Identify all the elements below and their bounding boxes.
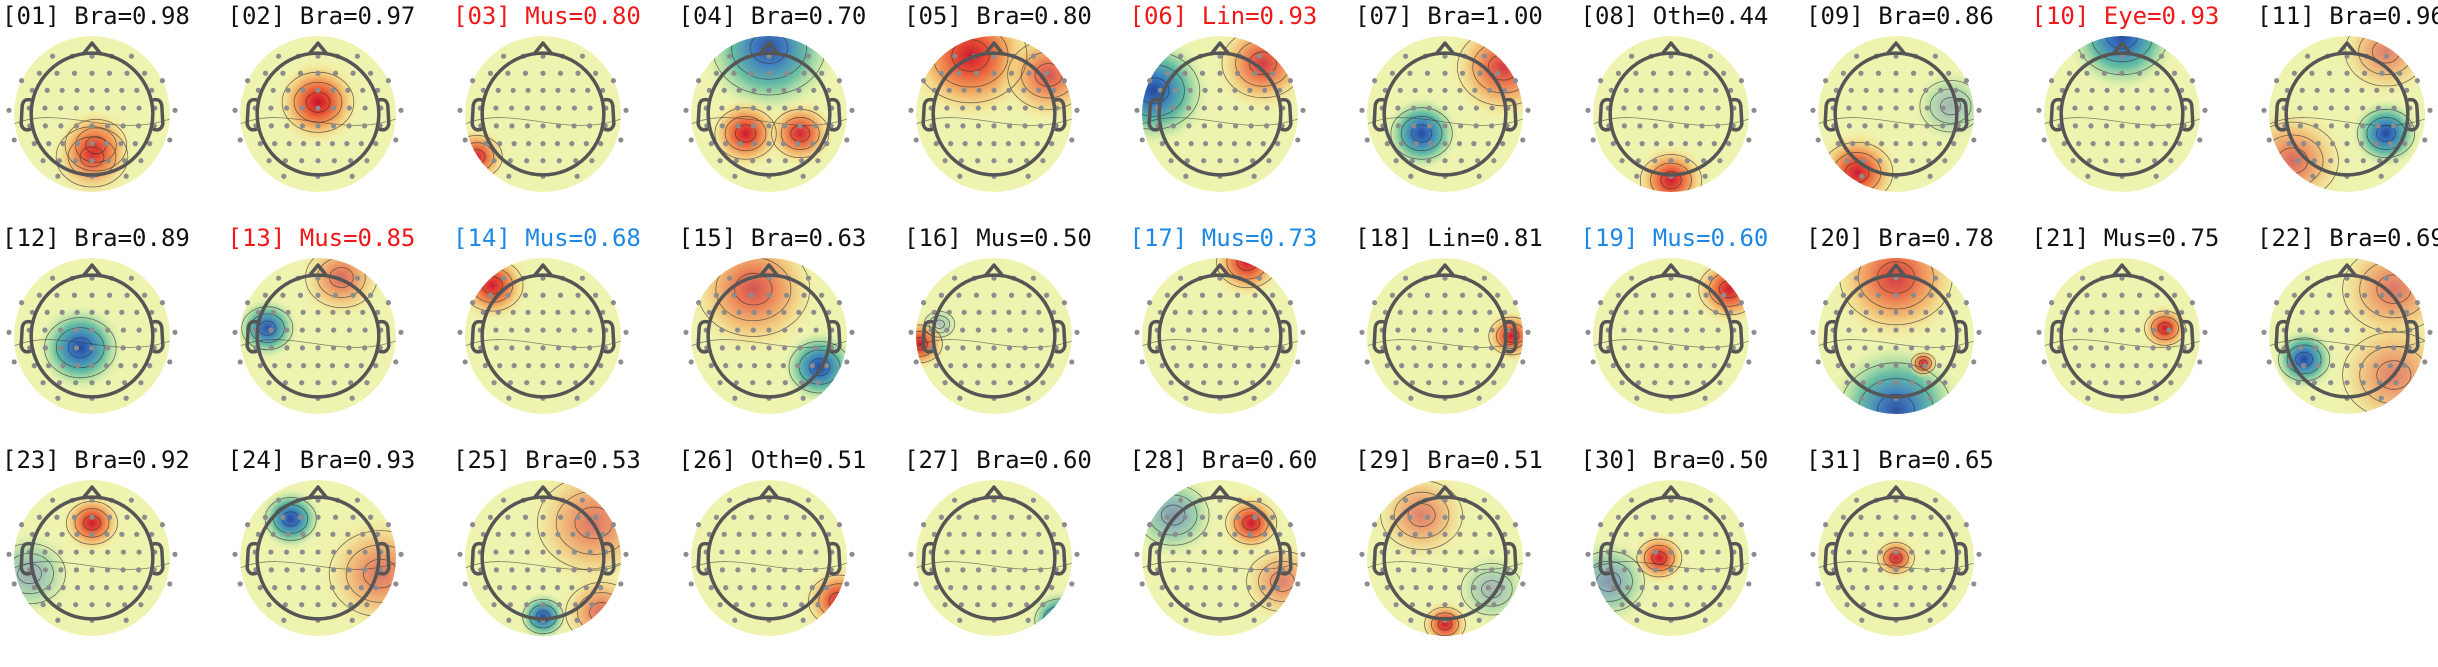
component-13: [13] Mus=0.85 (228, 224, 453, 424)
component-label: [22] Bra=0.69 (2257, 224, 2438, 252)
component-label: [13] Mus=0.85 (227, 224, 416, 252)
component-15: [15] Bra=0.63 (679, 224, 904, 424)
topomap-head (2035, 258, 2208, 414)
component-10: [10] Eye=0.93 (2032, 2, 2257, 202)
topomap-head (1584, 258, 1757, 414)
topomap-head (1359, 480, 1531, 636)
component-label: [04] Bra=0.70 (678, 2, 867, 30)
component-29: [29] Bra=0.51 (1355, 446, 1580, 646)
topomap-head (1359, 36, 1531, 192)
component-label: [05] Bra=0.80 (904, 2, 1092, 30)
component-label: [30] Bra=0.50 (1580, 446, 1769, 474)
topomap-head (1133, 36, 1306, 192)
component-label: [12] Bra=0.89 (2, 224, 190, 252)
component-20: [20] Bra=0.78 (1806, 224, 2031, 424)
component-label: [24] Bra=0.93 (227, 446, 416, 474)
topomap-head (457, 36, 629, 192)
component-label: [11] Bra=0.96 (2257, 2, 2438, 30)
topomap-head (6, 36, 178, 192)
component-label: [19] Mus=0.60 (1580, 224, 1769, 252)
topomap-head (1584, 36, 1757, 192)
component-23: [23] Bra=0.92 (2, 446, 227, 646)
component-12: [12] Bra=0.89 (2, 224, 227, 424)
topomap-head (457, 480, 629, 636)
topomap-head (908, 36, 1080, 192)
topomap-head (908, 258, 1080, 414)
component-21: [21] Mus=0.75 (2032, 224, 2257, 424)
topomap-head (1810, 480, 1982, 636)
component-label: [10] Eye=0.93 (2031, 2, 2220, 30)
component-26: [26] Oth=0.51 (679, 446, 904, 646)
component-17: [17] Mus=0.73 (1130, 224, 1355, 424)
component-19: [19] Mus=0.60 (1581, 224, 1806, 424)
topomap-head (1584, 480, 1757, 636)
topomap-head (682, 258, 855, 414)
component-label: [25] Bra=0.53 (453, 446, 641, 474)
component-06: [06] Lin=0.93 (1130, 2, 1355, 202)
component-label: [31] Bra=0.65 (1806, 446, 1994, 474)
component-label: [28] Bra=0.60 (1129, 446, 1318, 474)
component-11: [11] Bra=0.96 (2257, 2, 2438, 202)
topomap-head (1359, 258, 1531, 414)
component-30: [30] Bra=0.50 (1581, 446, 1806, 646)
component-label: [26] Oth=0.51 (678, 446, 867, 474)
topomap-head (231, 480, 404, 636)
component-label: [29] Bra=0.51 (1355, 446, 1543, 474)
component-label: [20] Bra=0.78 (1806, 224, 1994, 252)
component-label: [06] Lin=0.93 (1129, 2, 1318, 30)
component-16: [16] Mus=0.50 (904, 224, 1129, 424)
topomap-head (1133, 480, 1306, 636)
topomap-head (1810, 36, 1982, 192)
component-03: [03] Mus=0.80 (453, 2, 678, 202)
component-05: [05] Bra=0.80 (904, 2, 1129, 202)
topomap-head (1810, 258, 1982, 414)
topomap-head (2261, 36, 2433, 192)
component-label: [02] Bra=0.97 (227, 2, 416, 30)
component-label: [15] Bra=0.63 (678, 224, 867, 252)
component-31: [31] Bra=0.65 (1806, 446, 2031, 646)
topomap-head (682, 480, 855, 636)
component-label: [27] Bra=0.60 (904, 446, 1092, 474)
topomap-head (682, 36, 855, 192)
component-04: [04] Bra=0.70 (679, 2, 904, 202)
topomap-head (1133, 258, 1306, 414)
topomap-head (6, 480, 178, 636)
component-01: [01] Bra=0.98 (2, 2, 227, 202)
component-label: [21] Mus=0.75 (2031, 224, 2220, 252)
component-08: [08] Oth=0.44 (1581, 2, 1806, 202)
component-label: [01] Bra=0.98 (2, 2, 190, 30)
topomap-head (457, 258, 629, 414)
component-14: [14] Mus=0.68 (453, 224, 678, 424)
topomap-head (908, 480, 1080, 636)
component-24: [24] Bra=0.93 (228, 446, 453, 646)
component-label: [03] Mus=0.80 (453, 2, 641, 30)
component-22: [22] Bra=0.69 (2257, 224, 2438, 424)
component-label: [08] Oth=0.44 (1580, 2, 1769, 30)
component-02: [02] Bra=0.97 (228, 2, 453, 202)
component-label: [17] Mus=0.73 (1129, 224, 1318, 252)
component-label: [18] Lin=0.81 (1355, 224, 1543, 252)
topomap-head (6, 258, 178, 414)
component-27: [27] Bra=0.60 (904, 446, 1129, 646)
topomap-head (2261, 258, 2433, 414)
topomap-head (2035, 36, 2208, 192)
topomap-head (231, 36, 404, 192)
component-28: [28] Bra=0.60 (1130, 446, 1355, 646)
component-label: [16] Mus=0.50 (904, 224, 1092, 252)
component-25: [25] Bra=0.53 (453, 446, 678, 646)
component-18: [18] Lin=0.81 (1355, 224, 1580, 424)
component-label: [23] Bra=0.92 (2, 446, 190, 474)
component-label: [07] Bra=1.00 (1355, 2, 1543, 30)
component-label: [14] Mus=0.68 (453, 224, 641, 252)
component-label: [09] Bra=0.86 (1806, 2, 1994, 30)
component-09: [09] Bra=0.86 (1806, 2, 2031, 202)
component-07: [07] Bra=1.00 (1355, 2, 1580, 202)
topomap-head (231, 258, 404, 414)
